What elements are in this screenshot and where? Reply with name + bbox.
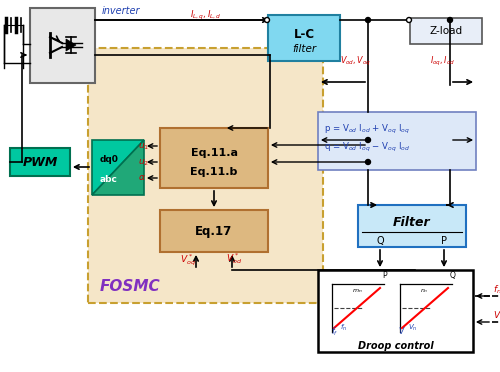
Bar: [88, 48, 323, 303]
Text: P: P: [441, 236, 447, 246]
Text: $\alpha$: $\alpha$: [138, 173, 146, 182]
Text: p = V$_{od}$ I$_{od}$ + V$_{oq}$ I$_{oq}$: p = V$_{od}$ I$_{od}$ + V$_{oq}$ I$_{oq}…: [324, 124, 410, 137]
Bar: [160, 210, 268, 252]
Text: $f_n$: $f_n$: [493, 284, 500, 296]
Text: abc: abc: [100, 175, 118, 184]
Text: P: P: [382, 271, 386, 280]
Bar: [410, 18, 482, 44]
Polygon shape: [92, 140, 144, 195]
Circle shape: [366, 160, 370, 164]
Text: Eq.17: Eq.17: [196, 224, 232, 237]
Bar: [10, 148, 70, 176]
Text: $u_2$: $u_2$: [138, 157, 149, 167]
Bar: [30, 8, 95, 83]
Text: $n_n$: $n_n$: [420, 287, 428, 295]
Bar: [318, 112, 476, 170]
Text: FOSMC: FOSMC: [100, 279, 161, 294]
Polygon shape: [66, 39, 76, 51]
Text: L-C: L-C: [294, 29, 314, 42]
Text: Filter: Filter: [393, 217, 431, 230]
Text: $u_1$: $u_1$: [138, 141, 149, 151]
Text: $m_n$: $m_n$: [352, 287, 362, 295]
Text: $V^*_{od}$: $V^*_{od}$: [226, 251, 242, 266]
Text: $I_{L,q}, I_{L,d}$: $I_{L,q}, I_{L,d}$: [190, 9, 222, 22]
Text: inverter: inverter: [102, 6, 141, 16]
Circle shape: [264, 17, 270, 22]
Polygon shape: [92, 140, 144, 195]
Text: Eq.11.b: Eq.11.b: [190, 167, 238, 177]
Text: $V_n$: $V_n$: [493, 310, 500, 323]
Text: $V_{od}, V_{oq}$: $V_{od}, V_{oq}$: [340, 54, 371, 67]
Text: filter: filter: [292, 44, 316, 54]
Bar: [268, 15, 340, 61]
Text: $V^*_{oq}$: $V^*_{oq}$: [180, 252, 196, 267]
Bar: [160, 128, 268, 188]
Text: Q: Q: [376, 236, 384, 246]
Text: Z-load: Z-load: [430, 26, 462, 36]
Text: $f_f$: $f_f$: [331, 325, 338, 337]
Circle shape: [448, 17, 452, 22]
Text: $V$: $V$: [398, 325, 406, 336]
Text: $V_n$: $V_n$: [408, 323, 418, 333]
Text: q = V$_{od}$ I$_{oq}$ $-$ V$_{oq}$ I$_{od}$: q = V$_{od}$ I$_{oq}$ $-$ V$_{oq}$ I$_{o…: [324, 141, 410, 154]
Text: Eq.11.a: Eq.11.a: [190, 148, 238, 158]
Text: $f_n$: $f_n$: [340, 323, 347, 333]
Circle shape: [406, 17, 412, 22]
Text: Q: Q: [450, 271, 456, 280]
Circle shape: [366, 138, 370, 142]
Circle shape: [366, 17, 370, 22]
Bar: [358, 205, 466, 247]
Bar: [318, 270, 473, 352]
Text: $I_{oq}, I_{od}$: $I_{oq}, I_{od}$: [430, 54, 455, 67]
Text: Droop control: Droop control: [358, 341, 434, 351]
Text: PWM: PWM: [22, 155, 58, 169]
Text: dq0: dq0: [100, 155, 119, 164]
